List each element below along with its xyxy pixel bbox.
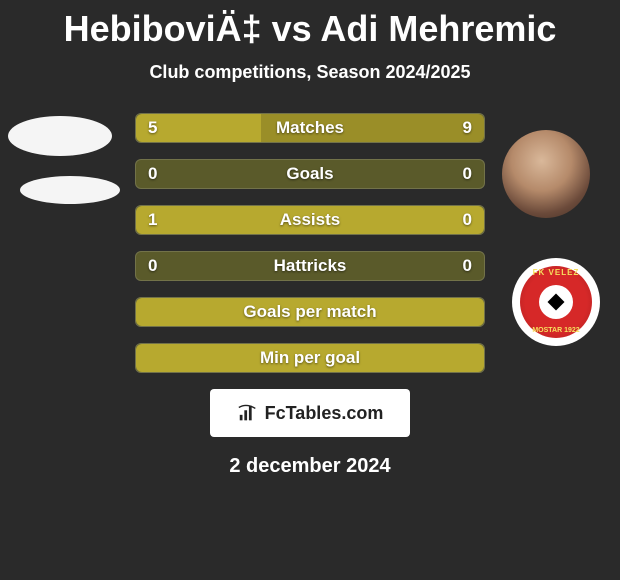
subtitle: Club competitions, Season 2024/2025 — [0, 62, 620, 83]
stat-label: Goals — [136, 164, 484, 184]
logo-text: FcTables.com — [265, 403, 384, 424]
stat-row-goals-per-match: Goals per match — [135, 297, 485, 327]
chart-icon — [237, 402, 259, 424]
stat-label: Assists — [136, 210, 484, 230]
stat-label: Hattricks — [136, 256, 484, 276]
fctables-logo[interactable]: FcTables.com — [210, 389, 410, 437]
stat-row-goals: 00Goals — [135, 159, 485, 189]
stat-label: Min per goal — [136, 348, 484, 368]
stat-label: Matches — [136, 118, 484, 138]
stat-label: Goals per match — [136, 302, 484, 322]
stat-row-assists: 10Assists — [135, 205, 485, 235]
stats-container: 59Matches 00Goals 10Assists 00Hattricks Goal… — [0, 113, 620, 478]
stat-row-min-per-goal: Min per goal — [135, 343, 485, 373]
date-label: 2 december 2024 — [0, 455, 620, 478]
stat-row-hattricks: 00Hattricks — [135, 251, 485, 281]
stat-row-matches: 59Matches — [135, 113, 485, 143]
page-title: HebiboviÄ‡ vs Adi Mehremic — [0, 0, 620, 50]
